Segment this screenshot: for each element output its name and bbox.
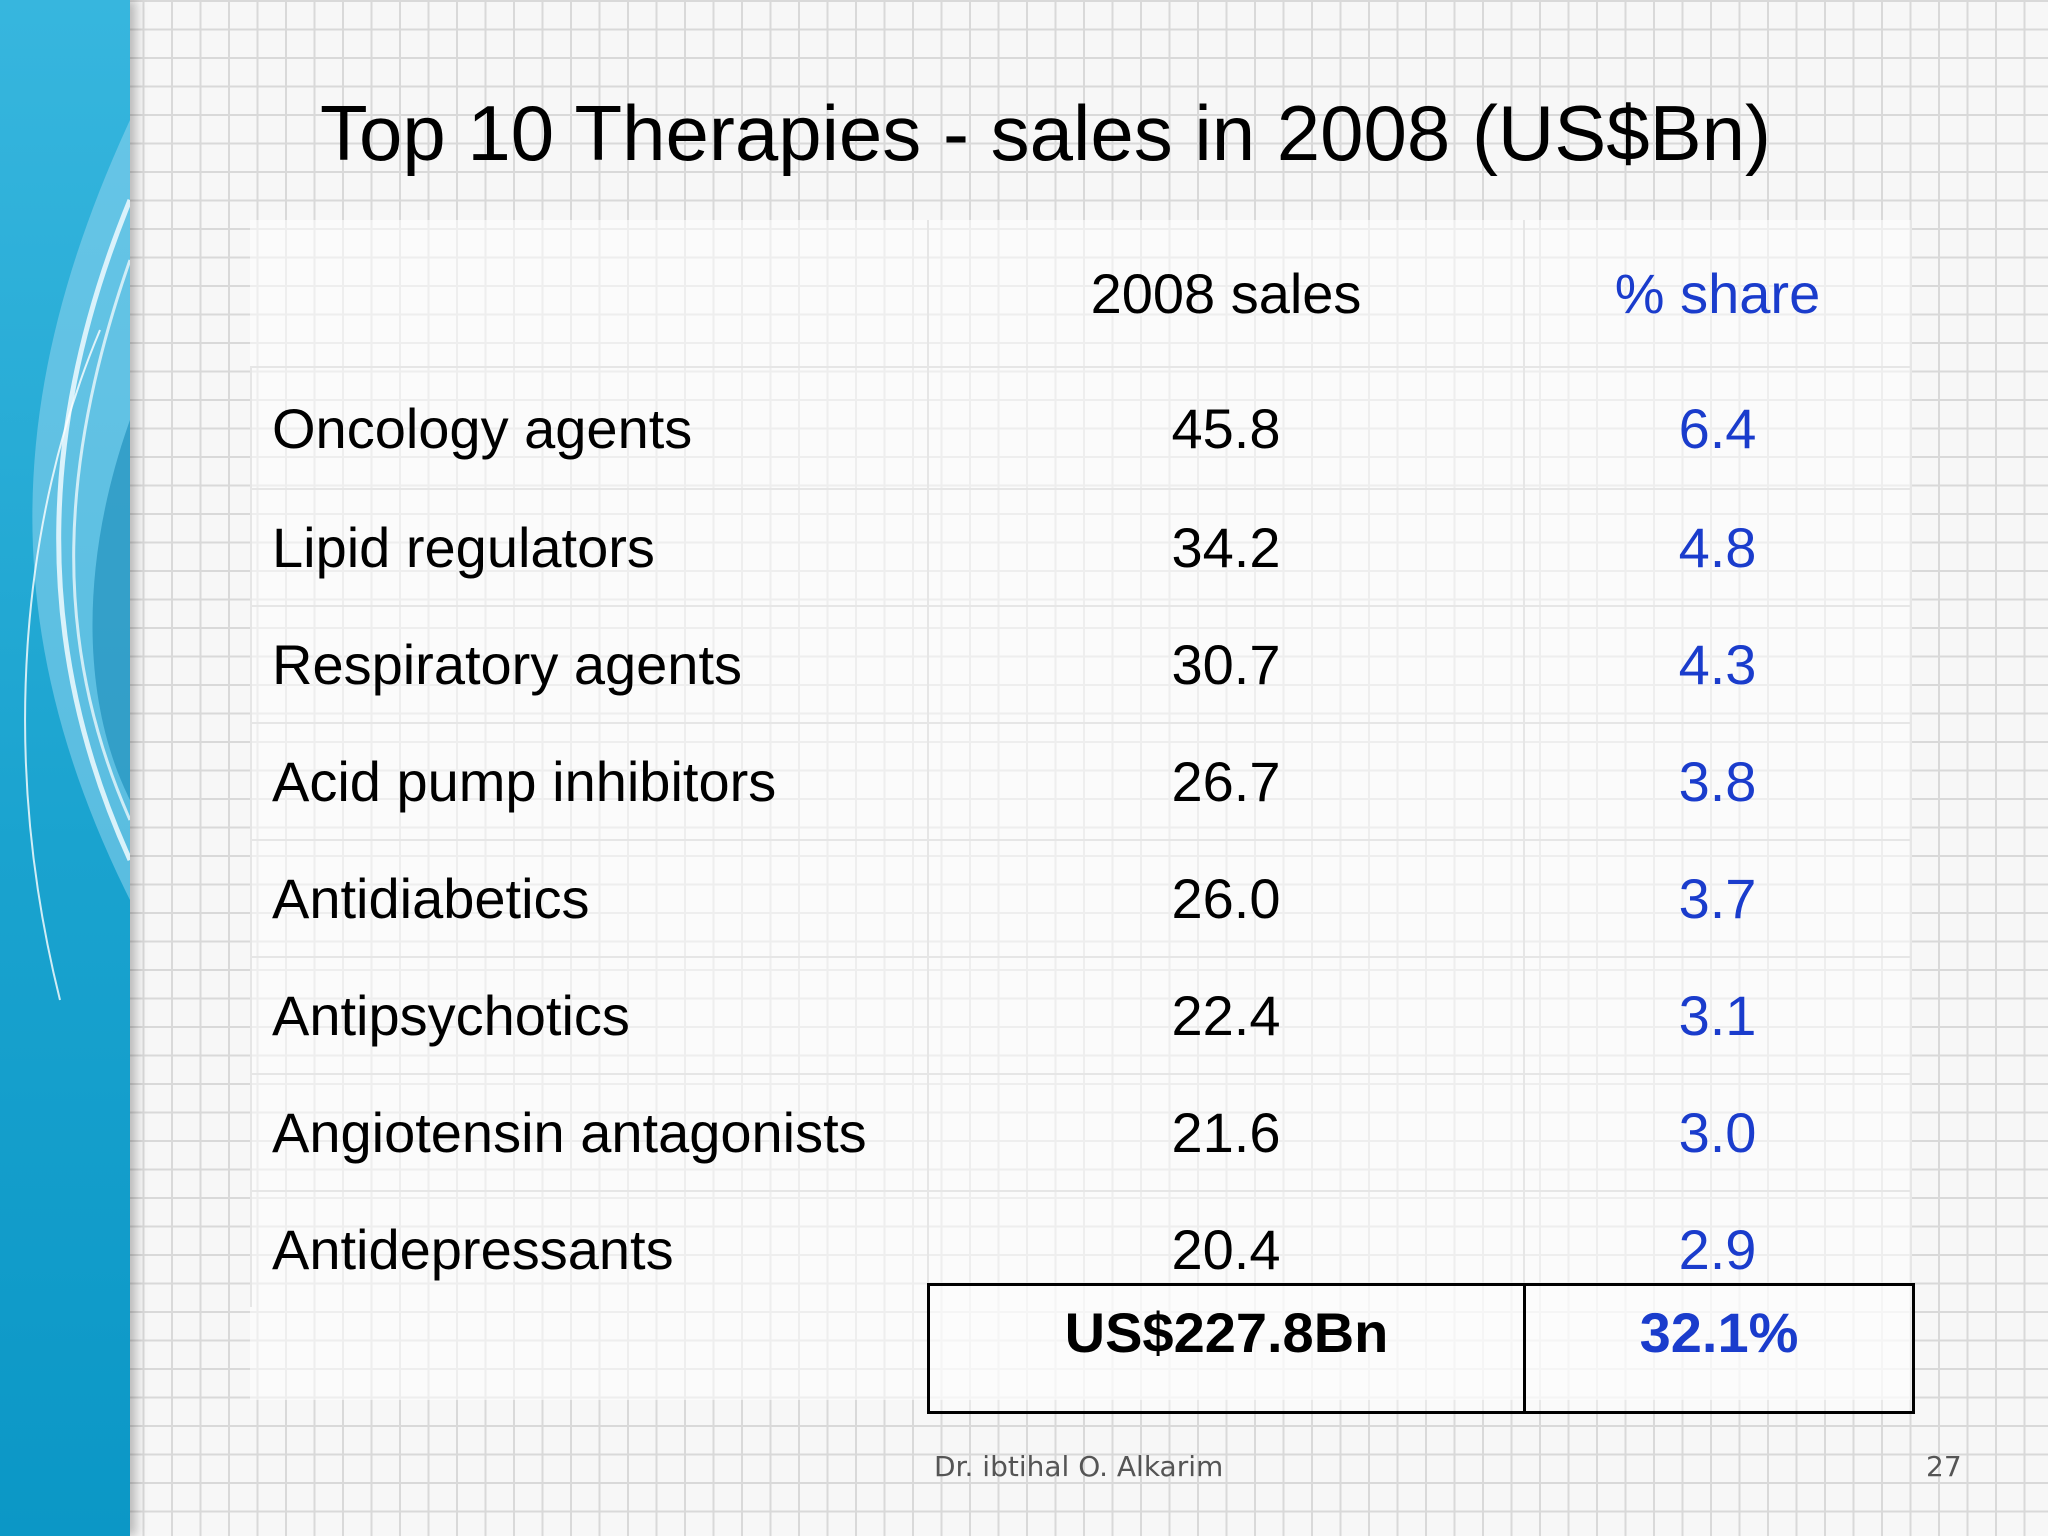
therapy-share: 4.8	[1523, 488, 1912, 606]
therapy-sales: 34.2	[927, 488, 1525, 606]
therapy-name: Antipsychotics	[250, 956, 929, 1074]
table-row: Oncology agents 45.8 6.4	[250, 366, 1912, 489]
table-row: Angiotensin antagonists 21.6 3.0	[250, 1073, 1912, 1191]
therapy-share: 3.0	[1523, 1073, 1912, 1191]
total-row-table: US$227.8Bn 32.1%	[927, 1283, 1915, 1414]
total-sales: US$227.8Bn	[927, 1283, 1526, 1414]
therapy-share: 3.8	[1523, 722, 1912, 840]
therapy-sales: 26.7	[927, 722, 1525, 840]
table-row: Respiratory agents 30.7 4.3	[250, 605, 1912, 723]
total-share: 32.1%	[1523, 1283, 1915, 1414]
therapy-name: Acid pump inhibitors	[250, 722, 929, 840]
therapy-sales: 30.7	[927, 605, 1525, 723]
therapy-name: Oncology agents	[250, 366, 929, 489]
therapy-name: Antidepressants	[250, 1190, 929, 1307]
total-row: US$227.8Bn 32.1%	[927, 1283, 1915, 1414]
therapy-name: Angiotensin antagonists	[250, 1073, 929, 1191]
header-share: % share	[1523, 220, 1912, 367]
table-row: Acid pump inhibitors 26.7 3.8	[250, 722, 1912, 840]
table-row: Antidiabetics 26.0 3.7	[250, 839, 1912, 957]
therapy-name: Lipid regulators	[250, 488, 929, 606]
therapy-sales: 22.4	[927, 956, 1525, 1074]
therapy-sales: 26.0	[927, 839, 1525, 957]
swoosh-graphic	[24, 120, 130, 1001]
therapy-share: 3.1	[1523, 956, 1912, 1074]
slide-title: Top 10 Therapies - sales in 2008 (US$Bn)	[320, 89, 1772, 177]
table-row: Antipsychotics 22.4 3.1	[250, 956, 1912, 1074]
therapy-share: 4.3	[1523, 605, 1912, 723]
therapy-share: 6.4	[1523, 366, 1912, 489]
therapy-sales: 45.8	[927, 366, 1525, 489]
decorative-side-band	[0, 0, 130, 1536]
footer-author: Dr. ibtihal O. Alkarim	[934, 1450, 1224, 1483]
therapy-name: Respiratory agents	[250, 605, 929, 723]
table-header-row: 2008 sales % share	[251, 220, 1912, 367]
therapy-share: 3.7	[1523, 839, 1912, 957]
therapy-sales: 21.6	[927, 1073, 1525, 1191]
therapy-name: Antidiabetics	[250, 839, 929, 957]
header-sales: 2008 sales	[927, 220, 1525, 367]
header-name	[251, 220, 929, 367]
therapies-table: 2008 sales % share Oncology agents 45.8 …	[250, 220, 1912, 1307]
page-number: 27	[1926, 1450, 1962, 1483]
table-row: Lipid regulators 34.2 4.8	[250, 488, 1912, 606]
